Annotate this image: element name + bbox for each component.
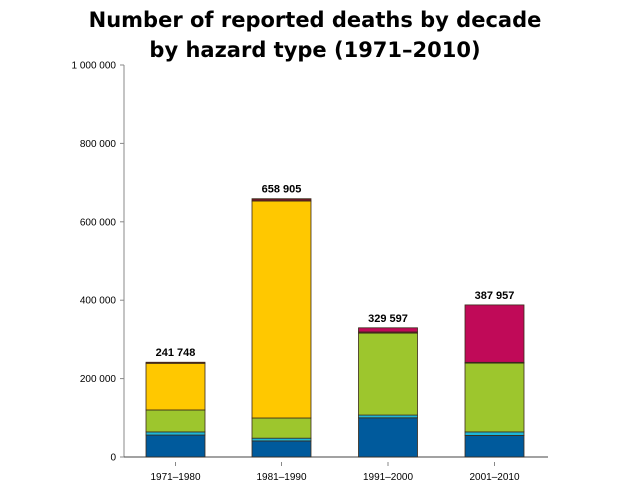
bar-segment: [464, 362, 525, 433]
y-tick-label: 0: [110, 453, 116, 464]
bar-segment: [251, 417, 312, 439]
y-tick-label: 200 000: [80, 374, 117, 385]
x-ticks: 1971–1980 1981–1990 1991–2000 2001–2010: [150, 462, 520, 483]
bar-segment: [358, 332, 418, 416]
x-tick-label: 1971–1980: [150, 472, 200, 483]
bar-segment: [464, 304, 525, 363]
chart-title-line-1: Number of reported deaths by decade: [89, 8, 542, 32]
bar-segment: [145, 431, 206, 436]
bar-segment: [145, 409, 206, 433]
x-tick-label: 1981–1990: [256, 472, 306, 483]
y-tick-label: 800 000: [80, 139, 117, 150]
bar-segment: [251, 198, 312, 202]
x-tick-label: 1991–2000: [363, 472, 413, 483]
bar-segment: [145, 361, 206, 364]
y-ticks: 0 200 000 400 000 600 000 800 000 1 000 000: [72, 61, 124, 464]
chart-title-line-2: by hazard type (1971–2010): [149, 38, 480, 62]
y-tick-label: 400 000: [80, 296, 117, 307]
bar-segment: [358, 414, 418, 419]
bar-segment: [464, 431, 525, 436]
bar-segment: [464, 435, 525, 458]
bar-total-label: 329 597: [368, 313, 408, 325]
y-tick-label: 600 000: [80, 217, 117, 228]
bar-segment: [251, 437, 312, 442]
y-tick-label: 1 000 000: [72, 61, 117, 72]
bar-segment: [251, 440, 312, 458]
bars: 241 748 658 905 329 597 387 957: [145, 184, 525, 458]
bar-segment: [145, 434, 206, 458]
x-tick-label: 2001–2010: [469, 472, 519, 483]
bar-total-label: 241 748: [156, 347, 196, 359]
bar-total-label: 387 957: [475, 290, 515, 302]
bar-segment: [358, 327, 418, 333]
bar-segment: [145, 362, 206, 411]
bar-segment: [358, 417, 418, 458]
bar-segment: [251, 200, 312, 419]
bar-total-label: 658 905: [262, 184, 302, 196]
